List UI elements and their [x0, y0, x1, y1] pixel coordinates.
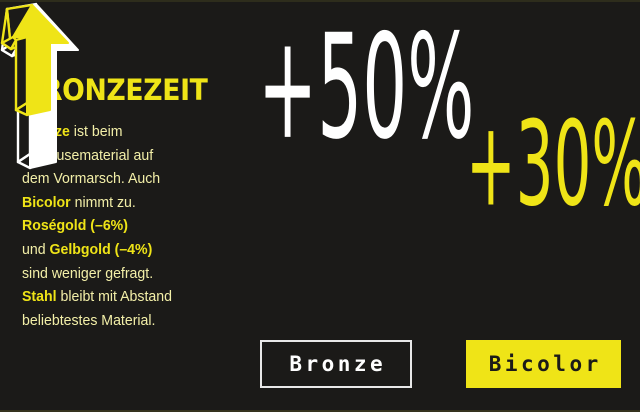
body-keyword: Gelbgold (–4%): [49, 240, 153, 258]
body-keyword: Stahl: [22, 288, 57, 306]
bronze-label-text: Bronze: [289, 352, 387, 376]
body-line: dem Vormarsch. Auch: [22, 167, 234, 191]
body-keyword: Roségold (–6%): [22, 217, 128, 235]
body-text: sind weniger gefragt.: [22, 264, 154, 282]
body-text: bleibt mit Abstand: [56, 288, 172, 306]
body-keyword: Bicolor: [22, 193, 71, 211]
body-text: dem Vormarsch. Auch: [22, 170, 161, 188]
bronze-label-box: Bronze: [260, 340, 412, 388]
bicolor-label-text: Bicolor: [488, 352, 602, 376]
body-text: ist beim: [69, 123, 123, 140]
bronze-percentage-value: +50%: [258, 4, 475, 172]
body-text: beliebtestes Material.: [22, 311, 156, 329]
body-line: beliebtestes Material.: [22, 309, 234, 333]
body-line: Roségold (–6%): [22, 214, 234, 238]
body-text: und: [22, 240, 50, 258]
body-line: und Gelbgold (–4%): [22, 238, 234, 262]
arrow-up-3d-yellow-icon: [0, 3, 69, 117]
body-line: sind weniger gefragt.: [22, 262, 234, 286]
bicolor-label-box: Bicolor: [466, 340, 621, 388]
body-text: nimmt zu.: [70, 193, 136, 211]
text-panel: BRONZEZEIT Bronze ist beimGehäusemateria…: [22, 74, 250, 332]
body-line: Bicolor nimmt zu.: [22, 191, 234, 215]
bicolor-percentage-value: +30%: [466, 96, 640, 233]
body-line: Stahl bleibt mit Abstand: [22, 285, 234, 309]
